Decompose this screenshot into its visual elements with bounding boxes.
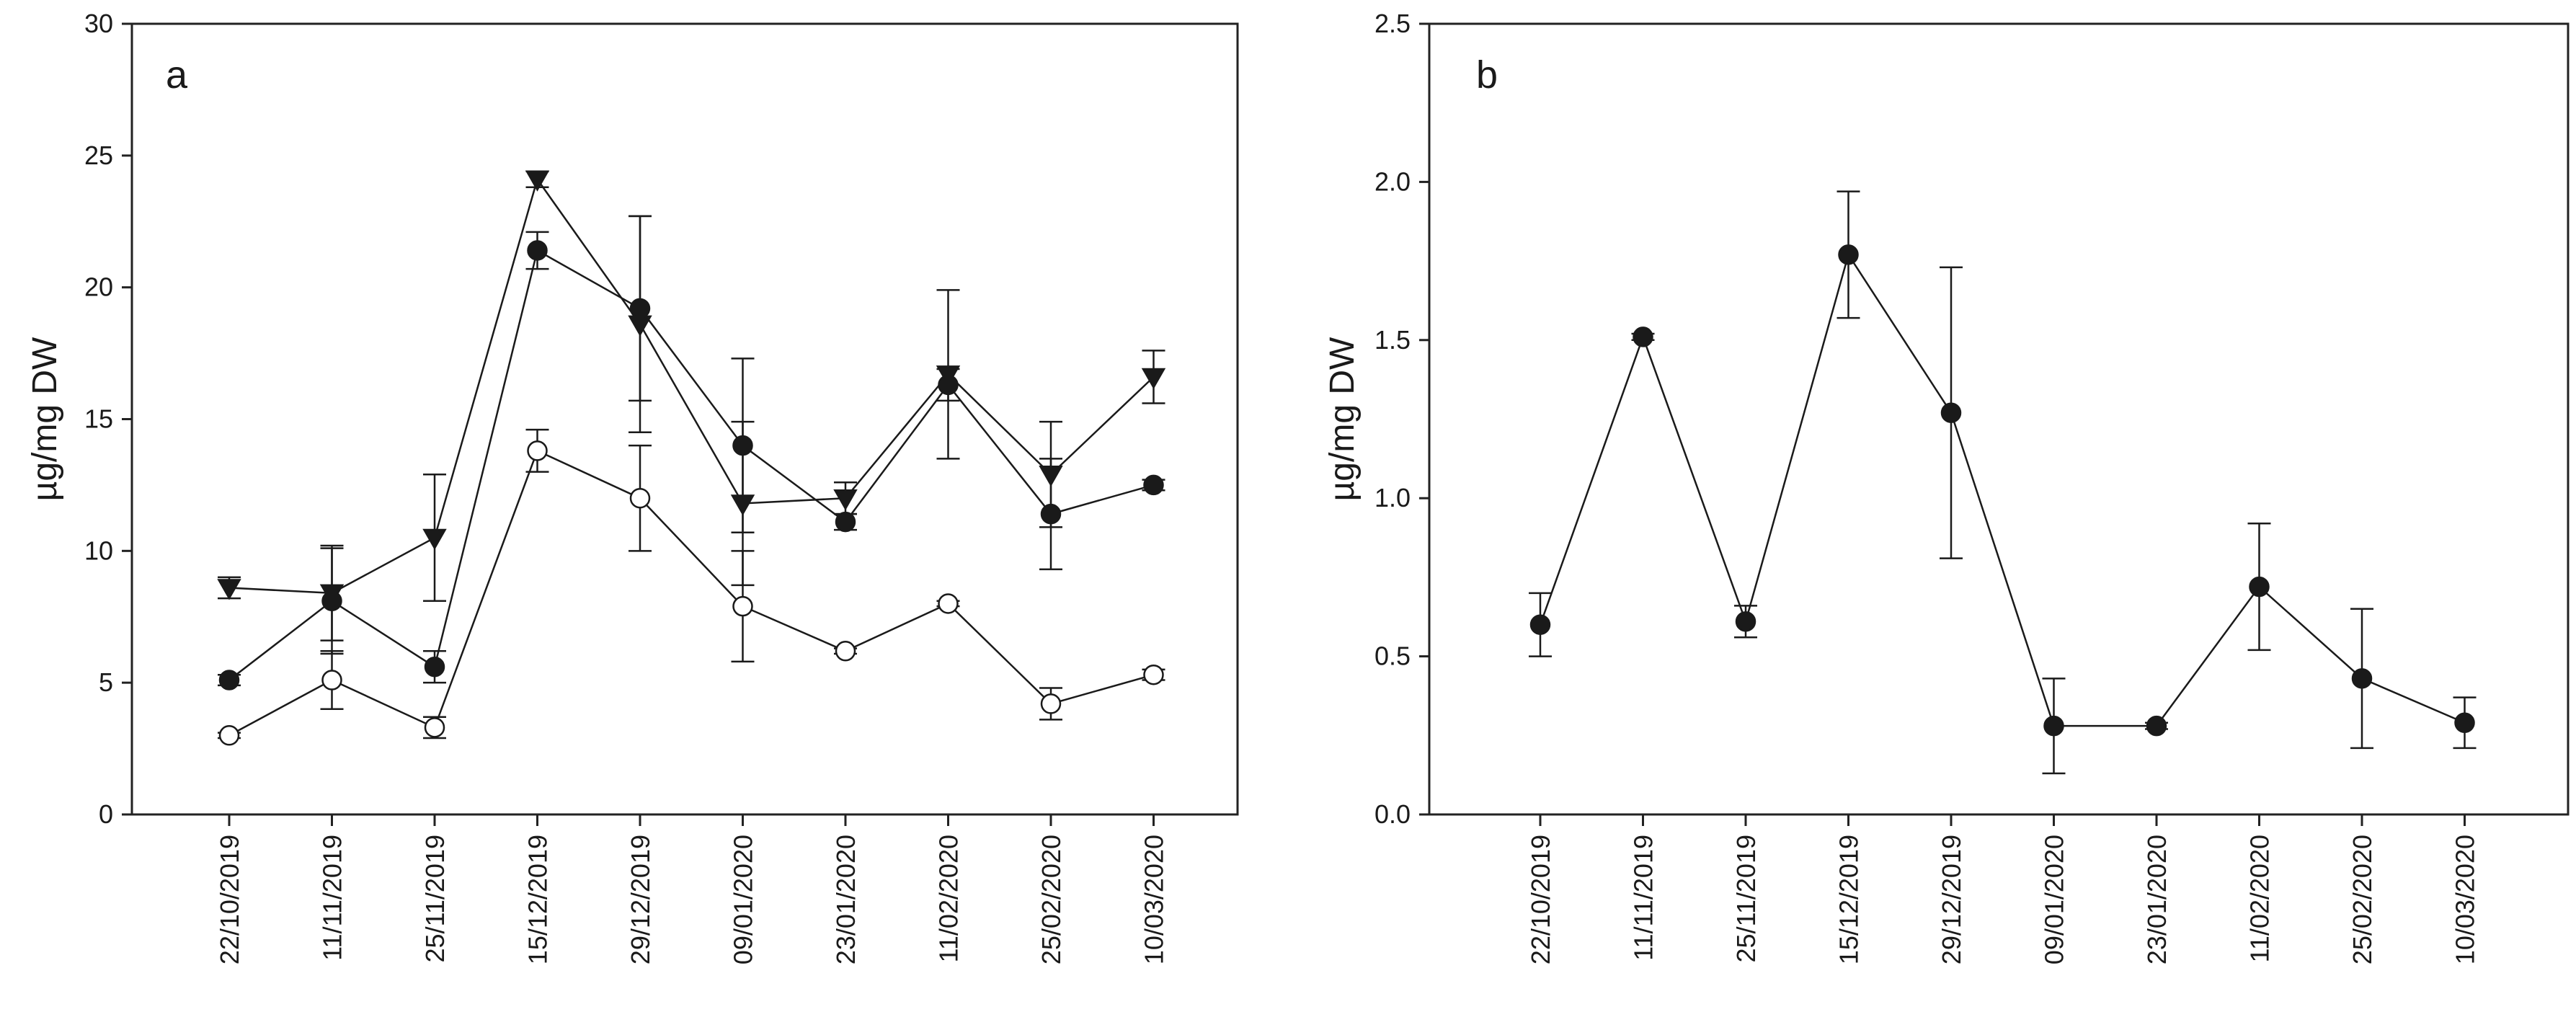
data-point-open-circle (424, 717, 445, 738)
series-line-open-circle (228, 449, 1154, 737)
data-point-triangle-down (833, 489, 858, 511)
y-tick-label: 25 (84, 141, 113, 170)
x-tick-label: 11/02/2020 (2245, 835, 2275, 963)
data-point-open-circle (527, 440, 548, 461)
x-tick-label: 25/11/2019 (1731, 835, 1761, 963)
data-point-filled-circle (2454, 712, 2475, 733)
data-point-open-circle (629, 487, 651, 509)
x-tick-label: 15/12/2019 (523, 835, 553, 964)
x-tick-label: 10/03/2020 (1140, 835, 1169, 964)
data-point-filled-circle (1838, 244, 1859, 265)
data-point-triangle-down (1141, 368, 1166, 390)
data-point-filled-circle (629, 298, 651, 319)
y-tick-label: 30 (84, 9, 113, 38)
y-tick-label: 0.0 (1374, 799, 1411, 829)
plot-frame (1428, 22, 2570, 816)
data-point-filled-circle (218, 670, 240, 690)
x-tick-label: 25/02/2020 (2348, 835, 2377, 964)
series-line-filled-circle (1539, 252, 2465, 727)
data-point-filled-circle (321, 590, 342, 612)
x-tick-label: 25/02/2020 (1036, 835, 1066, 964)
x-tick-label: 22/10/2019 (215, 835, 244, 964)
data-point-filled-circle (424, 656, 445, 678)
data-point-filled-circle (2043, 715, 2064, 737)
y-tick-label: 1.5 (1374, 325, 1411, 355)
data-point-filled-circle (527, 240, 548, 261)
data-point-filled-circle (1633, 327, 1653, 347)
y-axis-label: µg/mg DW (1323, 337, 1362, 501)
data-point-open-circle (321, 670, 342, 690)
x-tick-label: 11/11/2019 (1629, 835, 1658, 961)
y-tick-label: 10 (84, 536, 113, 565)
panel-label: a (166, 53, 188, 97)
x-tick-label: 22/10/2019 (1526, 835, 1555, 964)
data-point-open-circle (218, 725, 240, 746)
x-tick-label: 23/01/2020 (2142, 835, 2172, 964)
data-point-filled-circle (1143, 474, 1164, 496)
data-point-triangle-down (217, 579, 241, 600)
x-tick-label: 23/01/2020 (831, 835, 861, 964)
x-tick-label: 11/11/2019 (318, 835, 347, 961)
x-tick-label: 09/01/2020 (729, 835, 758, 964)
data-point-filled-circle (835, 511, 856, 533)
x-tick-label: 09/01/2020 (2040, 835, 2069, 964)
data-point-filled-circle (1940, 402, 1962, 423)
data-point-filled-circle (2351, 668, 2373, 689)
data-point-triangle-down (525, 170, 550, 192)
y-axis-label: µg/mg DW (26, 337, 64, 501)
y-tick-label: 15 (84, 404, 113, 434)
y-tick-label: 2.5 (1374, 9, 1411, 38)
x-tick-label: 15/12/2019 (1834, 835, 1864, 964)
panel-label: b (1476, 53, 1498, 97)
data-point-open-circle (1040, 693, 1062, 714)
y-tick-label: 2.0 (1374, 166, 1411, 196)
data-point-filled-circle (1735, 611, 1756, 632)
data-point-filled-circle (2249, 576, 2270, 598)
data-point-open-circle (1143, 664, 1164, 685)
x-tick-label: 29/12/2019 (626, 835, 655, 964)
plot-frame (130, 22, 1239, 816)
y-tick-label: 20 (84, 272, 113, 302)
x-tick-label: 11/02/2020 (934, 835, 964, 963)
data-point-open-circle (732, 595, 753, 617)
data-point-filled-circle (732, 435, 753, 456)
data-point-triangle-down (422, 528, 447, 551)
data-point-filled-circle (1040, 503, 1062, 525)
data-point-filled-circle (1529, 614, 1551, 635)
y-tick-label: 1.0 (1374, 483, 1411, 512)
data-point-filled-circle (2146, 715, 2167, 737)
chart-panel-b: 0.0 0.5 1.0 1.5 2.0 2.5 22/10/2019 11/11/2019 25… (1323, 9, 2570, 964)
series-line-filled-circle (228, 249, 1154, 681)
y-tick-label: 5 (99, 667, 113, 697)
x-tick-label: 10/03/2020 (2451, 835, 2480, 964)
x-tick-label: 25/11/2019 (420, 835, 450, 963)
y-tick-label: 0 (99, 799, 113, 829)
series-line-triangle-down (228, 177, 1155, 595)
y-tick-label: 0.5 (1374, 641, 1411, 671)
data-point-open-circle (835, 641, 856, 662)
x-tick-label: 29/12/2019 (1937, 835, 1966, 964)
data-point-open-circle (938, 593, 959, 614)
data-point-filled-circle (938, 374, 959, 396)
chart-panel-a: 0 5 10 15 20 25 30 22/10/2019 11/11/2019 25/11/20… (26, 9, 1239, 964)
